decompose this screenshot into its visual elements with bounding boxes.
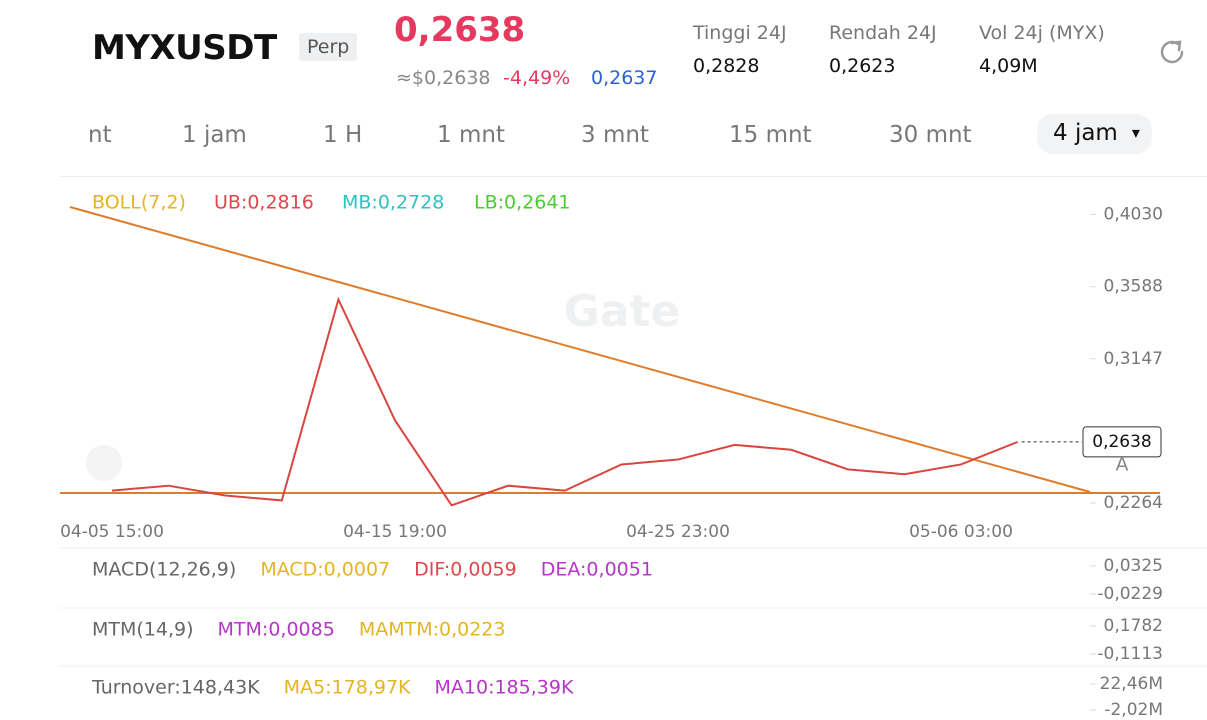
y-tick-label: 22,46M bbox=[1100, 674, 1163, 694]
timeframe-tab[interactable]: 1 H bbox=[323, 122, 363, 148]
indicator-label: DIF:0,0059 bbox=[414, 559, 517, 581]
timeframe-tabs: nt 1 jam 1 H 1 mnt 3 mnt 15 mnt 30 mnt 4 jam ▾ bbox=[0, 110, 1207, 168]
indicator-label: DEA:0,0051 bbox=[541, 559, 653, 581]
trend-line bbox=[69, 206, 1091, 493]
y-tick-label: 0,3588 bbox=[1104, 277, 1163, 297]
legend-item: UB:0,2816 bbox=[214, 192, 314, 214]
legend-item: LB:0,2641 bbox=[474, 192, 571, 214]
stat-value: 4,09M bbox=[979, 55, 1038, 77]
y-tick-label: 0,2264 bbox=[1104, 493, 1163, 513]
y-tick-label: 0,1782 bbox=[1104, 616, 1163, 636]
legend-item: BOLL(7,2) bbox=[92, 192, 186, 214]
timeframe-tab[interactable]: 15 mnt bbox=[729, 122, 812, 148]
x-tick-label: 04-15 19:00 bbox=[343, 522, 447, 542]
refresh-button[interactable] bbox=[1155, 35, 1189, 69]
price-tag: 0,2638 bbox=[1092, 432, 1151, 452]
timeframe-tab[interactable]: nt bbox=[88, 122, 112, 148]
legend-item: MB:0,2728 bbox=[342, 192, 444, 214]
contract-badge: Perp bbox=[299, 33, 358, 61]
timeframe-tab[interactable]: 1 mnt bbox=[437, 122, 505, 148]
separator bbox=[60, 176, 1207, 177]
timeframe-tab[interactable]: 1 jam bbox=[182, 122, 247, 148]
indicator-label: MTM:0,0085 bbox=[218, 619, 335, 641]
price-line bbox=[111, 296, 1018, 507]
y-tick-label: 0,4030 bbox=[1104, 205, 1163, 225]
watermark: Gate bbox=[564, 286, 681, 337]
y-tick-label: 0,0325 bbox=[1104, 556, 1163, 576]
indicator-label: MA10:185,39K bbox=[435, 677, 574, 699]
indicator-label: Turnover:148,43K bbox=[91, 677, 260, 699]
indicator-label: MA5:178,97K bbox=[284, 677, 411, 699]
timeframe-tab[interactable]: 30 mnt bbox=[889, 122, 972, 148]
stat-label: Rendah 24J bbox=[829, 22, 937, 44]
y-tick-label: -0,1113 bbox=[1097, 644, 1163, 664]
y-tick-label: -0,0229 bbox=[1097, 584, 1163, 604]
indicator-label: MTM(14,9) bbox=[92, 619, 194, 641]
stat-label: Vol 24j (MYX) bbox=[979, 22, 1105, 44]
timeframe-tab[interactable]: 4 jam ▾ bbox=[1037, 114, 1152, 154]
x-tick-label: 04-05 15:00 bbox=[60, 522, 164, 542]
x-tick-label: 04-25 23:00 bbox=[626, 522, 730, 542]
y-tick-label: 0,3147 bbox=[1104, 349, 1163, 369]
indicator-label: MACD:0,0007 bbox=[260, 559, 390, 581]
stat-value: 0,2623 bbox=[829, 55, 896, 77]
symbol: MYXUSDT bbox=[92, 28, 277, 68]
indicator-label: MAMTM:0,0223 bbox=[359, 619, 506, 641]
mark-price: 0,2637 bbox=[591, 67, 658, 89]
last-price: 0,2638 bbox=[394, 10, 526, 50]
indicator-label: MACD(12,26,9) bbox=[92, 559, 236, 581]
x-tick-label: 05-06 03:00 bbox=[909, 522, 1013, 542]
price-change: -4,49% bbox=[503, 67, 571, 89]
stat-label: Tinggi 24J bbox=[693, 22, 787, 44]
timeframe-tab[interactable]: 3 mnt bbox=[581, 122, 649, 148]
stat-value: 0,2828 bbox=[693, 55, 760, 77]
auto-scale-button: A bbox=[1116, 454, 1129, 476]
dropdown-arrow: ▾ bbox=[1131, 123, 1140, 142]
y-tick-label: -2,02M bbox=[1104, 700, 1163, 720]
price-tag-box bbox=[1082, 426, 1162, 458]
approx-price: ≈$0,2638 bbox=[396, 67, 491, 89]
settings-button bbox=[86, 445, 122, 481]
